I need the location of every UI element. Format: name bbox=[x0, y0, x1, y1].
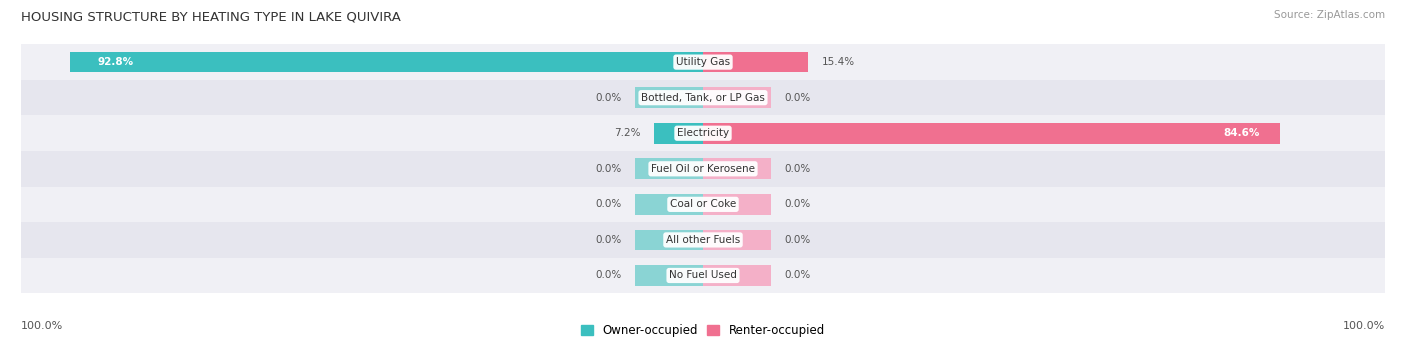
Text: Utility Gas: Utility Gas bbox=[676, 57, 730, 67]
Bar bbox=[703, 265, 772, 286]
Text: Coal or Coke: Coal or Coke bbox=[669, 199, 737, 209]
Bar bbox=[703, 52, 808, 72]
Bar bbox=[703, 159, 772, 179]
Bar bbox=[703, 87, 772, 108]
Text: Electricity: Electricity bbox=[676, 128, 730, 138]
Text: 15.4%: 15.4% bbox=[821, 57, 855, 67]
Text: 100.0%: 100.0% bbox=[21, 321, 63, 331]
Bar bbox=[21, 187, 1385, 222]
Text: Source: ZipAtlas.com: Source: ZipAtlas.com bbox=[1274, 10, 1385, 20]
Text: No Fuel Used: No Fuel Used bbox=[669, 270, 737, 281]
Bar bbox=[21, 151, 1385, 187]
Text: 0.0%: 0.0% bbox=[595, 235, 621, 245]
Text: Fuel Oil or Kerosene: Fuel Oil or Kerosene bbox=[651, 164, 755, 174]
Bar bbox=[21, 258, 1385, 293]
Text: All other Fuels: All other Fuels bbox=[666, 235, 740, 245]
Bar bbox=[636, 229, 703, 250]
Text: 92.8%: 92.8% bbox=[97, 57, 134, 67]
Text: 0.0%: 0.0% bbox=[595, 270, 621, 281]
Text: 0.0%: 0.0% bbox=[785, 164, 811, 174]
Text: 0.0%: 0.0% bbox=[785, 93, 811, 103]
Bar bbox=[636, 194, 703, 215]
Bar bbox=[21, 222, 1385, 258]
Text: 0.0%: 0.0% bbox=[785, 199, 811, 209]
Text: 100.0%: 100.0% bbox=[1343, 321, 1385, 331]
Bar bbox=[21, 44, 1385, 80]
Text: 84.6%: 84.6% bbox=[1223, 128, 1260, 138]
Bar bbox=[636, 265, 703, 286]
Bar bbox=[21, 116, 1385, 151]
Bar bbox=[21, 80, 1385, 116]
Text: 0.0%: 0.0% bbox=[785, 270, 811, 281]
Text: 0.0%: 0.0% bbox=[595, 93, 621, 103]
Text: 7.2%: 7.2% bbox=[614, 128, 640, 138]
Bar bbox=[654, 123, 703, 144]
Text: 0.0%: 0.0% bbox=[595, 199, 621, 209]
Text: Bottled, Tank, or LP Gas: Bottled, Tank, or LP Gas bbox=[641, 93, 765, 103]
Legend: Owner-occupied, Renter-occupied: Owner-occupied, Renter-occupied bbox=[576, 320, 830, 341]
Bar bbox=[636, 87, 703, 108]
Text: 0.0%: 0.0% bbox=[595, 164, 621, 174]
Bar bbox=[703, 194, 772, 215]
Bar bbox=[703, 229, 772, 250]
Bar bbox=[703, 123, 1279, 144]
Bar bbox=[636, 159, 703, 179]
Text: 0.0%: 0.0% bbox=[785, 235, 811, 245]
Bar bbox=[70, 52, 703, 72]
Text: HOUSING STRUCTURE BY HEATING TYPE IN LAKE QUIVIRA: HOUSING STRUCTURE BY HEATING TYPE IN LAK… bbox=[21, 10, 401, 23]
